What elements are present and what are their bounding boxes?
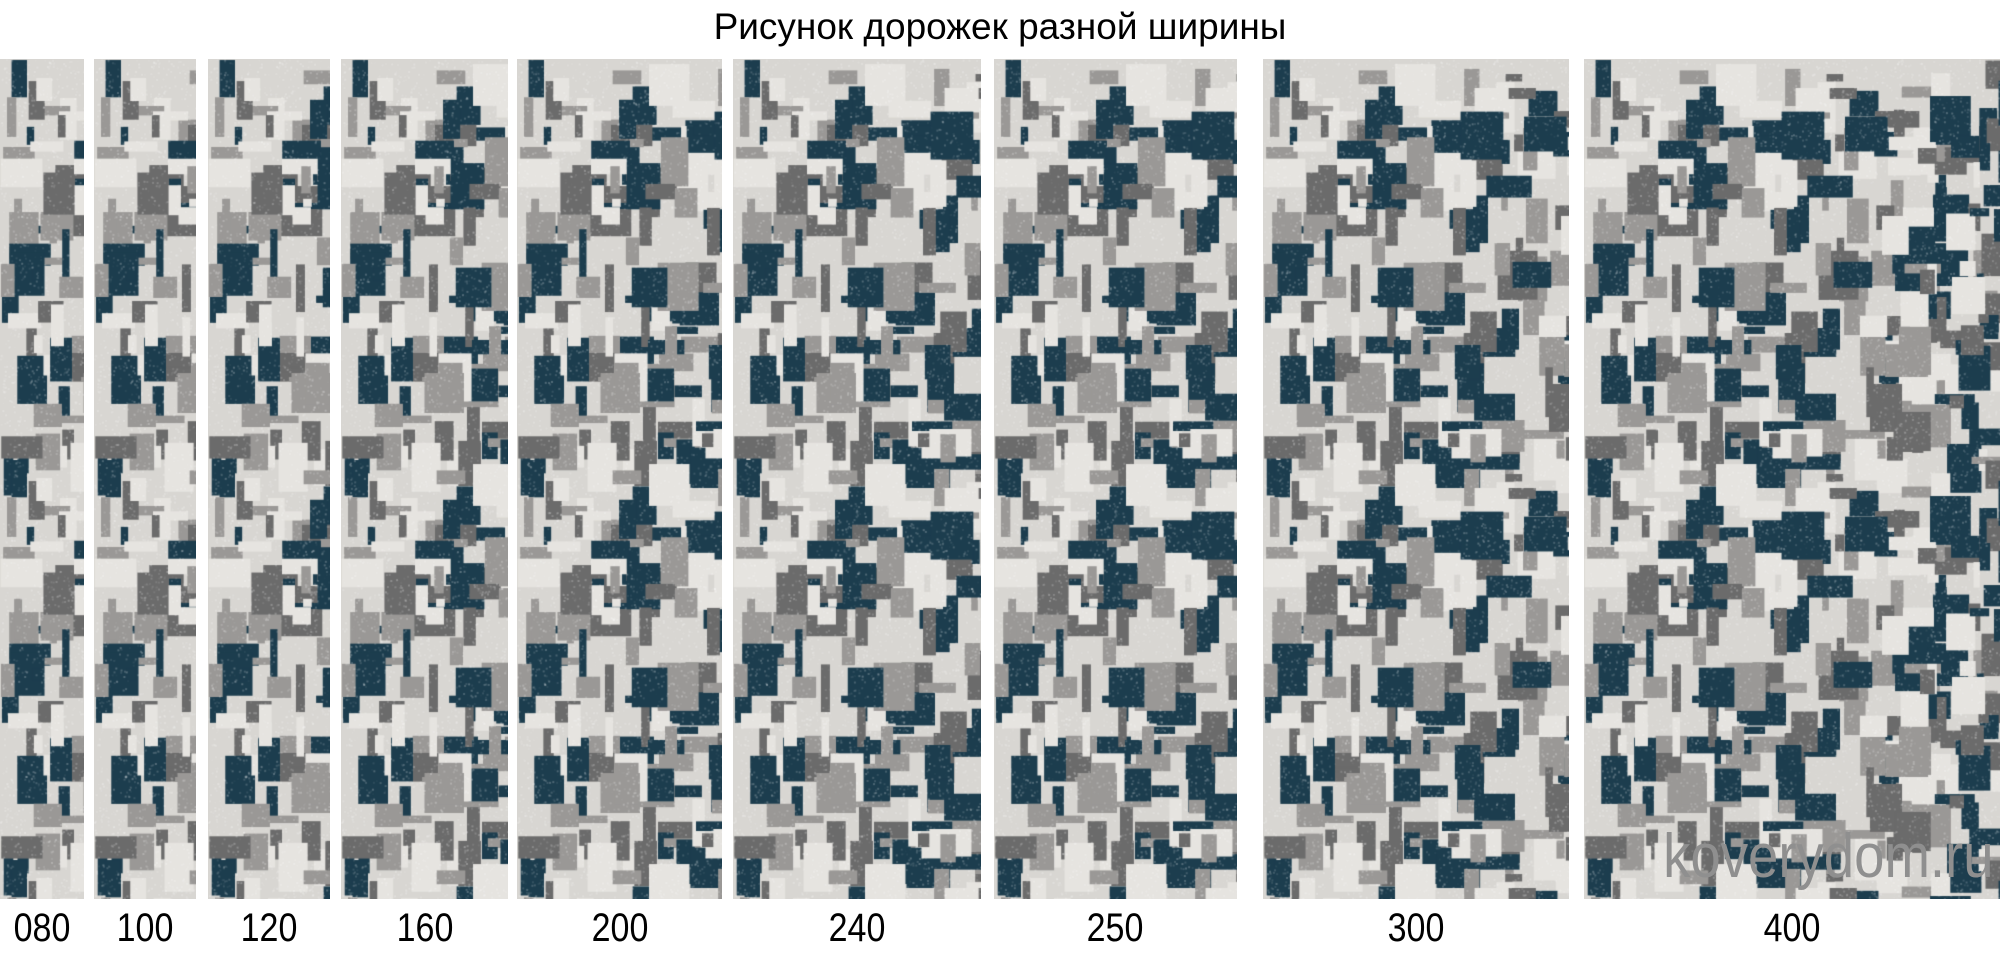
width-label: 300 — [1387, 906, 1445, 950]
rug-pattern — [0, 59, 84, 899]
width-label: 240 — [828, 906, 886, 950]
rug-swatch-080 — [0, 59, 84, 899]
width-label: 200 — [591, 906, 649, 950]
watermark-logo: koverydom.ru — [1663, 822, 1994, 891]
rug-pattern — [208, 59, 330, 899]
rug-pattern — [517, 59, 722, 899]
rug-pattern — [994, 59, 1237, 899]
width-label: 080 — [13, 906, 71, 950]
rug-swatch-120 — [208, 59, 330, 899]
width-label: 250 — [1086, 906, 1144, 950]
rug-swatch-300 — [1263, 59, 1569, 899]
rug-pattern — [1584, 59, 2000, 899]
rug-swatch-240 — [733, 59, 981, 899]
rug-pattern — [94, 59, 196, 899]
rug-pattern — [1263, 59, 1569, 899]
rug-pattern — [733, 59, 981, 899]
rug-swatch-160 — [341, 59, 508, 899]
rug-swatch-100 — [94, 59, 196, 899]
rug-swatch-200 — [517, 59, 722, 899]
width-label: 160 — [396, 906, 454, 950]
rug-swatch-400 — [1584, 59, 2000, 899]
rug-swatch-250 — [994, 59, 1237, 899]
width-label: 120 — [240, 906, 298, 950]
page-title: Рисунок дорожек разной ширины — [713, 6, 1287, 47]
width-label: 400 — [1763, 906, 1821, 950]
width-label: 100 — [116, 906, 174, 950]
rug-pattern — [341, 59, 508, 899]
